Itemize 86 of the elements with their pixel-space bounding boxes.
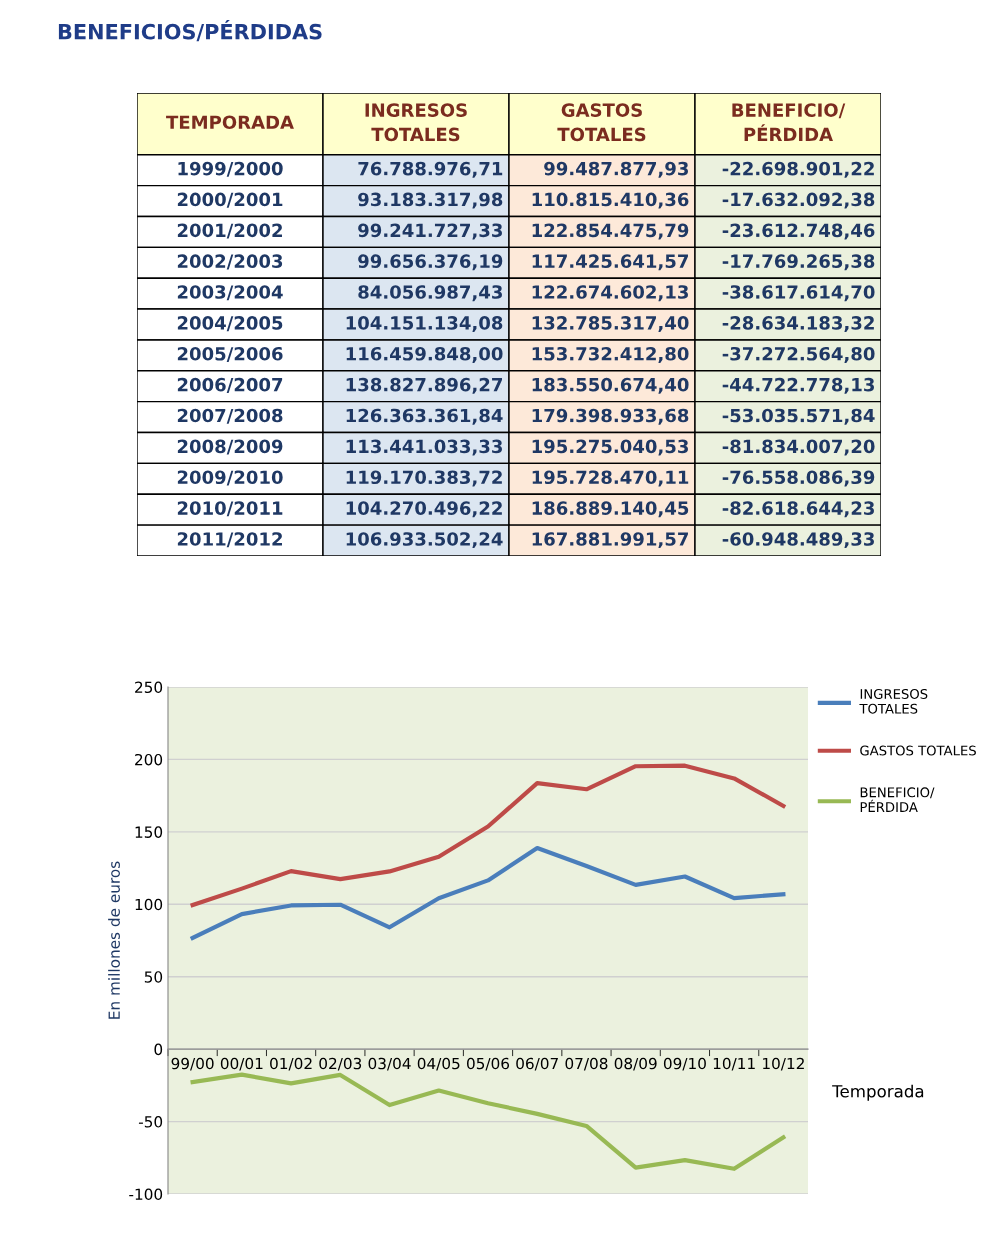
data-label: 179.398.933,68 <box>532 408 689 425</box>
data-label: -28.634.183,32 <box>722 316 874 333</box>
data-label: 183.550.674,40 <box>532 377 689 394</box>
data-label: -44.722.778,13 <box>722 377 874 394</box>
category-label: 2003/2004 <box>177 285 283 301</box>
category-label: 2000/2001 <box>177 192 283 208</box>
category-label: 1999/2000 <box>178 161 283 177</box>
data-label: -37.272.564,80 <box>722 346 875 363</box>
data-label: 99.656.376,19 <box>358 254 503 271</box>
category-label: 2011/2012 <box>177 532 282 548</box>
x-tick-label: 07/08 <box>565 1057 608 1071</box>
x-tick-label: 08/09 <box>614 1057 657 1071</box>
data-label: -23.612.748,46 <box>722 223 875 240</box>
legend-label: INGRESOS TOTALES <box>859 688 928 714</box>
x-tick-label: 00/01 <box>220 1057 263 1071</box>
category-label: 2007/2008 <box>177 408 283 424</box>
category-label: 2001/2002 <box>177 223 282 239</box>
data-label: -76.558.086,39 <box>722 470 875 487</box>
x-tick-label: 10/12 <box>763 1057 804 1071</box>
data-label: -22.698.901,22 <box>722 161 874 178</box>
data-label: 116.459.848,00 <box>346 346 503 363</box>
data-label: 122.674.602,13 <box>532 285 688 302</box>
line-series <box>190 845 786 940</box>
data-label: 126.363.361,84 <box>346 408 503 425</box>
data-label: 138.827.896,27 <box>346 377 502 394</box>
category-label: 2006/2007 <box>177 377 283 393</box>
x-tick-label: 01/02 <box>270 1057 312 1071</box>
x-tick-label: 03/04 <box>368 1057 411 1071</box>
y-tick-label: 50 <box>144 971 163 983</box>
data-label: -17.632.092,38 <box>722 192 875 209</box>
y-tick-label: 0 <box>154 1043 163 1056</box>
data-label: -17.769.265,38 <box>722 254 875 271</box>
data-label: 84.056.987,43 <box>358 285 502 302</box>
data-label: 167.881.991,57 <box>532 532 688 549</box>
data-label: 93.183.317,98 <box>358 192 503 209</box>
x-tick-label: 06/07 <box>516 1057 558 1071</box>
data-label: 153.732.412,80 <box>532 346 689 363</box>
data-label: -38.617.614,70 <box>722 285 875 302</box>
line-series <box>190 763 786 908</box>
y-tick-label: -100 <box>129 1188 163 1201</box>
data-label: 117.425.641,57 <box>532 254 688 271</box>
data-label: 99.487.877,93 <box>544 161 688 178</box>
series-label: GASTOS TOTALES <box>557 103 646 142</box>
x-tick-label: 99/00 <box>171 1057 214 1071</box>
x-tick-label: 05/06 <box>466 1057 510 1071</box>
data-label: 113.441.033,33 <box>346 439 502 456</box>
x-tick-label: 04/05 <box>417 1057 460 1071</box>
data-label: 119.170.383,72 <box>346 470 502 487</box>
data-label: -53.035.571,84 <box>722 408 875 425</box>
series-label: INGRESOS TOTALES <box>365 103 467 142</box>
legend-label: BENEFICIO/ PÉRDIDA <box>860 787 935 812</box>
data-label: -81.834.007,20 <box>722 439 875 456</box>
category-label: 2004/2005 <box>177 316 283 332</box>
x-tick-label: 02/03 <box>319 1057 362 1071</box>
x-tick-label: 09/10 <box>663 1057 706 1071</box>
category-label: 2010/2011 <box>177 501 283 517</box>
data-label: 76.788.976,71 <box>358 161 503 178</box>
text: BENEFICIOS/PÉRDIDAS <box>58 20 322 42</box>
y-tick-label: 200 <box>135 753 163 766</box>
category-label: 2008/2009 <box>177 439 283 455</box>
legend-label: GASTOS TOTALES <box>860 745 976 756</box>
data-label: 110.815.410,36 <box>532 192 689 209</box>
data-label: 132.785.317,40 <box>532 316 689 333</box>
text: TEMPORADA <box>166 115 294 130</box>
category-label: 2002/2003 <box>177 254 283 270</box>
data-label: 99.241.727,33 <box>358 223 502 240</box>
category-label: 2005/2006 <box>177 346 283 363</box>
data-label: 195.275.040,53 <box>532 439 688 456</box>
x-tick-label: 10/11 <box>713 1057 755 1071</box>
category-label: 2009/2010 <box>177 470 283 486</box>
data-label: 195.728.470,11 <box>532 470 689 487</box>
y-tick-label: 250 <box>135 681 163 694</box>
data-label: 186.889.140,45 <box>532 501 689 518</box>
data-label: -82.618.644,23 <box>722 501 874 518</box>
y-tick-label: 150 <box>135 826 163 838</box>
data-label: 106.933.502,24 <box>346 532 503 549</box>
data-label: 104.270.496,22 <box>346 501 502 518</box>
x-axis-title: Temporada <box>832 1084 924 1101</box>
y-axis-title: En millones de euros <box>108 861 120 1019</box>
line-series <box>190 1072 786 1171</box>
y-tick-label: 100 <box>135 898 163 911</box>
y-tick-label: -50 <box>138 1116 163 1128</box>
series-label: BENEFICIO/ PÉRDIDA <box>732 103 846 142</box>
data-label: -60.948.489,33 <box>722 532 874 549</box>
data-label: 122.854.475,79 <box>532 223 689 240</box>
data-label: 104.151.134,08 <box>346 316 503 333</box>
